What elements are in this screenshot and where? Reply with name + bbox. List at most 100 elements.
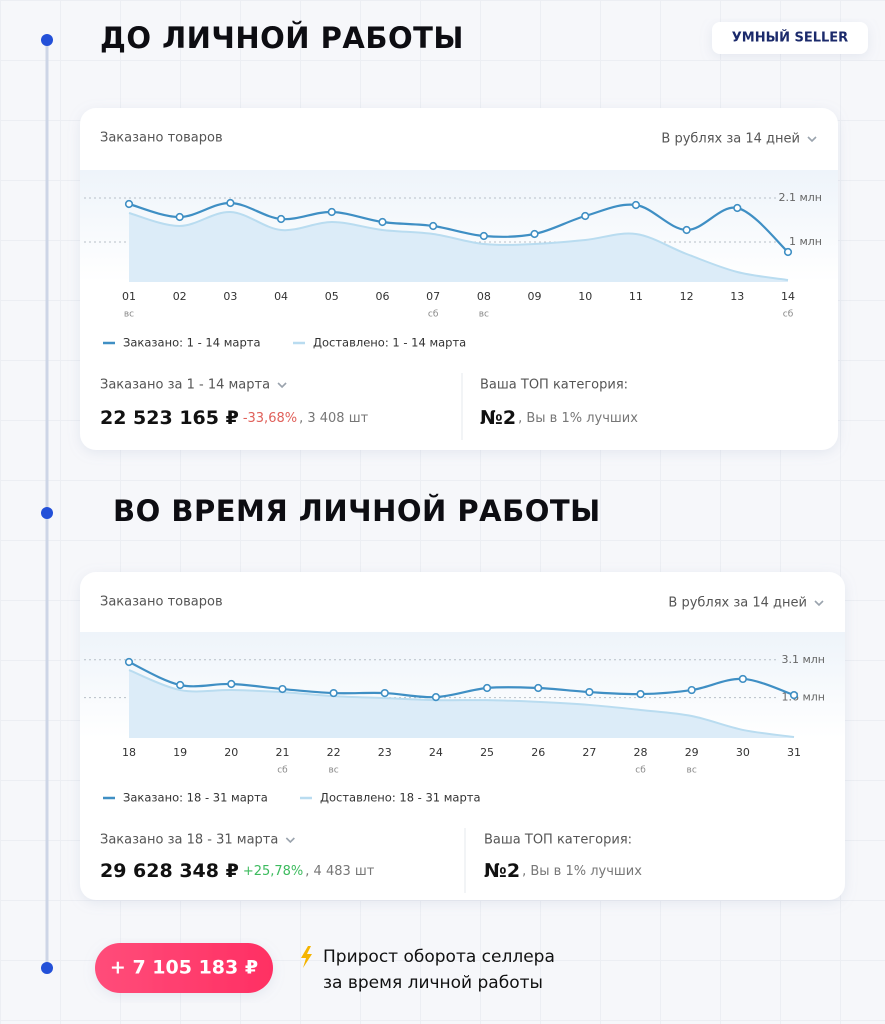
legend-label: Заказано: 18 - 31 марта	[123, 791, 268, 805]
point-marker	[226, 198, 235, 208]
x-tick-label: 19	[173, 746, 187, 759]
x-tick-sublabel: вс	[124, 310, 134, 320]
point-marker	[227, 679, 236, 689]
x-tick-label: 23	[378, 746, 392, 759]
x-tick-label: 11	[629, 290, 643, 303]
point-marker	[329, 688, 338, 698]
y-tick-label: 1 млн	[789, 235, 822, 248]
point-marker	[733, 203, 742, 213]
point-marker	[687, 685, 696, 695]
x-tick-label: 21	[275, 746, 289, 759]
x-tick-sublabel: вс	[479, 310, 489, 320]
point-marker	[380, 688, 389, 698]
change-percent: +25,78%	[243, 864, 303, 879]
chevron	[814, 600, 824, 607]
x-tick-label: 24	[429, 746, 443, 759]
rank-note: , Вы в 1% лучших	[522, 864, 642, 879]
point-marker	[682, 225, 691, 235]
x-tick-label: 31	[787, 746, 801, 759]
x-tick-sublabel: вс	[328, 766, 338, 776]
card-title: Заказано товаров	[100, 131, 223, 146]
total-amount: 29 628 348 ₽	[100, 860, 239, 882]
point-marker	[530, 229, 539, 239]
point-marker	[783, 247, 793, 257]
delivered-area	[129, 670, 794, 738]
x-tick-label: 20	[224, 746, 238, 759]
timeline-dot	[41, 34, 53, 46]
x-tick-label: 22	[327, 746, 341, 759]
x-tick-label: 26	[531, 746, 545, 759]
rank-row: №2, Вы в 1% лучших	[484, 860, 642, 882]
period-label: Заказано за 18 - 31 марта	[100, 833, 278, 848]
x-tick-label: 12	[680, 290, 694, 303]
x-tick-sublabel: вс	[687, 766, 697, 776]
point-marker	[327, 207, 336, 217]
y-tick-label: 2.1 млн	[778, 191, 822, 204]
total-row: 29 628 348 ₽ +25,78%, 4 483 шт	[100, 860, 375, 882]
rank-note: , Вы в 1% лучших	[518, 411, 638, 426]
point-marker	[636, 689, 645, 699]
delivered-line	[128, 669, 795, 738]
amount-pill	[95, 943, 273, 993]
delivered-line	[128, 210, 789, 281]
quantity: , 4 483 шт	[305, 864, 375, 879]
growth-caption: за время личной работы	[323, 973, 543, 993]
change-percent: -33,68%	[243, 411, 297, 426]
badge-box	[712, 22, 868, 54]
point-marker	[175, 212, 184, 222]
timeline-dot	[41, 962, 53, 974]
x-tick-label: 03	[223, 290, 237, 303]
x-tick-label: 13	[730, 290, 744, 303]
x-tick-label: 27	[582, 746, 596, 759]
quantity: , 3 408 шт	[299, 411, 369, 426]
lightning-icon	[301, 946, 312, 968]
point-marker	[124, 199, 134, 209]
x-tick-label: 30	[736, 746, 750, 759]
x-tick-label: 04	[274, 290, 288, 303]
chevron	[285, 837, 295, 844]
legend-label: Доставлено: 1 - 14 марта	[313, 336, 466, 350]
x-tick-sublabel: сб	[783, 310, 794, 320]
x-tick-label: 25	[480, 746, 494, 759]
legend-label: Доставлено: 18 - 31 марта	[320, 791, 481, 805]
point-marker	[479, 231, 488, 241]
badge: УМНЫЙ SELLER	[732, 30, 848, 46]
card-subtitle: В рублях за 14 дней	[661, 132, 800, 147]
section-heading: ДО ЛИЧНОЙ РАБОТЫ	[100, 21, 464, 55]
point-marker	[534, 683, 543, 693]
y-tick-label: 3.1 млн	[781, 653, 825, 666]
x-tick-label: 29	[685, 746, 699, 759]
x-tick-label: 14	[781, 290, 795, 303]
point-marker	[581, 211, 590, 221]
x-tick-label: 01	[122, 290, 136, 303]
rank-row: №2, Вы в 1% лучших	[480, 407, 638, 429]
point-marker	[789, 690, 799, 700]
rank: №2	[484, 860, 520, 882]
point-marker	[429, 221, 438, 231]
point-marker	[431, 693, 441, 702]
period-label: Заказано за 1 - 14 марта	[100, 378, 270, 393]
rank: №2	[480, 407, 516, 429]
x-tick-label: 28	[634, 746, 648, 759]
x-tick-label: 05	[325, 290, 339, 303]
total-row: 22 523 165 ₽ -33,68%, 3 408 шт	[100, 407, 369, 429]
x-tick-label: 02	[173, 290, 187, 303]
x-tick-label: 06	[375, 290, 389, 303]
x-tick-label: 09	[528, 290, 542, 303]
top-label: Ваша ТОП категория:	[480, 378, 628, 393]
total-amount: 22 523 165 ₽	[100, 407, 239, 429]
x-tick-label: 18	[122, 746, 136, 759]
x-tick-label: 08	[477, 290, 491, 303]
legend-label: Заказано: 1 - 14 марта	[123, 336, 261, 350]
point-marker	[738, 674, 747, 684]
point-marker	[585, 687, 594, 697]
x-tick-sublabel: сб	[635, 766, 646, 776]
growth-caption: Прирост оборота селлера	[323, 947, 555, 967]
card-subtitle: В рублях за 14 дней	[668, 596, 807, 611]
card-title: Заказано товаров	[100, 595, 223, 610]
top-label: Ваша ТОП категория:	[484, 833, 632, 848]
x-tick-label: 07	[426, 290, 440, 303]
point-marker	[124, 657, 134, 667]
